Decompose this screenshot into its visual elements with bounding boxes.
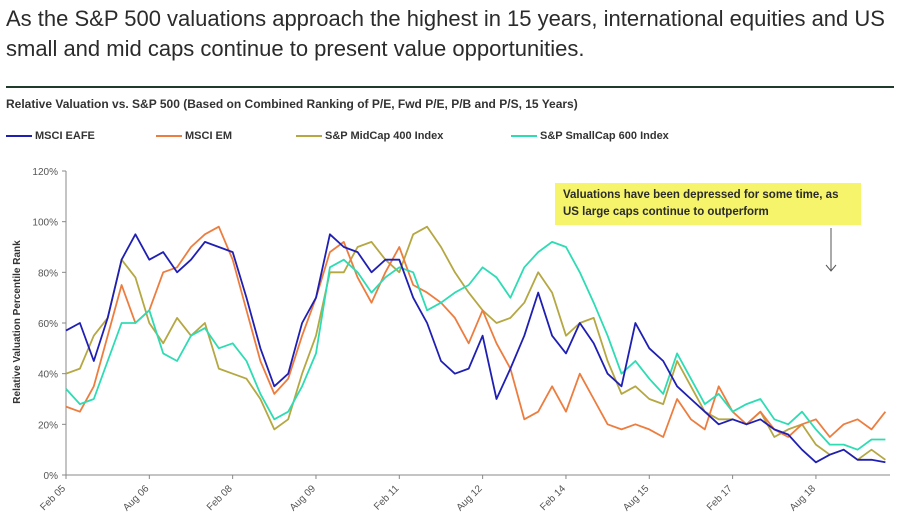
y-tick-label: 80% bbox=[38, 268, 58, 279]
x-tick-label: Aug 18 bbox=[788, 483, 818, 513]
x-tick-label: Aug 15 bbox=[621, 483, 651, 513]
x-tick-label: Feb 14 bbox=[538, 483, 568, 513]
x-tick-label: Feb 05 bbox=[38, 483, 68, 513]
x-tick-label: Feb 08 bbox=[205, 483, 235, 513]
callout-note: Valuations have been depressed for some … bbox=[555, 183, 861, 225]
x-tick-label: Feb 17 bbox=[705, 483, 735, 513]
chart-series-lines bbox=[65, 225, 887, 464]
legend-swatch-msci-eafe bbox=[6, 135, 32, 137]
header-divider bbox=[6, 86, 894, 88]
legend-label-sp-midcap: S&P MidCap 400 Index bbox=[325, 130, 444, 142]
y-tick-label: 0% bbox=[44, 471, 59, 482]
legend-swatch-sp-smallcap bbox=[511, 135, 537, 137]
legend-item-msci-eafe: MSCI EAFE bbox=[6, 130, 95, 142]
y-tick-label: 20% bbox=[38, 420, 58, 431]
y-tick-label: 40% bbox=[38, 370, 58, 381]
legend-swatch-sp-midcap bbox=[296, 135, 322, 137]
callout-arrow bbox=[825, 228, 837, 272]
x-tick-label: Aug 12 bbox=[455, 483, 485, 513]
legend-item-msci-em: MSCI EM bbox=[156, 130, 232, 142]
y-tick-label: 120% bbox=[32, 167, 58, 178]
legend-item-sp-midcap: S&P MidCap 400 Index bbox=[296, 130, 443, 142]
series-line-sp-smallcap bbox=[65, 240, 886, 451]
headline: As the S&P 500 valuations approach the h… bbox=[6, 6, 885, 61]
legend-item-sp-smallcap: S&P SmallCap 600 Index bbox=[511, 130, 669, 142]
legend-label-sp-smallcap: S&P SmallCap 600 Index bbox=[540, 130, 669, 142]
series-line-msci-eafe bbox=[65, 233, 886, 464]
legend-label-msci-eafe: MSCI EAFE bbox=[35, 130, 95, 142]
y-axis-label: Relative Valuation Percentile Rank bbox=[12, 240, 23, 404]
chart-title: Relative Valuation vs. S&P 500 (Based on… bbox=[6, 97, 578, 111]
x-tick-label: Aug 09 bbox=[288, 483, 318, 513]
legend: MSCI EAFE MSCI EM S&P MidCap 400 Index S… bbox=[6, 130, 896, 146]
x-tick-label: Feb 11 bbox=[372, 483, 402, 513]
legend-label-msci-em: MSCI EM bbox=[185, 130, 233, 142]
y-tick-label: 100% bbox=[32, 218, 58, 229]
x-tick-label: Aug 06 bbox=[121, 483, 151, 513]
legend-swatch-msci-em bbox=[156, 135, 182, 137]
series-line-msci-em bbox=[65, 225, 887, 438]
y-tick-label: 60% bbox=[38, 319, 58, 330]
